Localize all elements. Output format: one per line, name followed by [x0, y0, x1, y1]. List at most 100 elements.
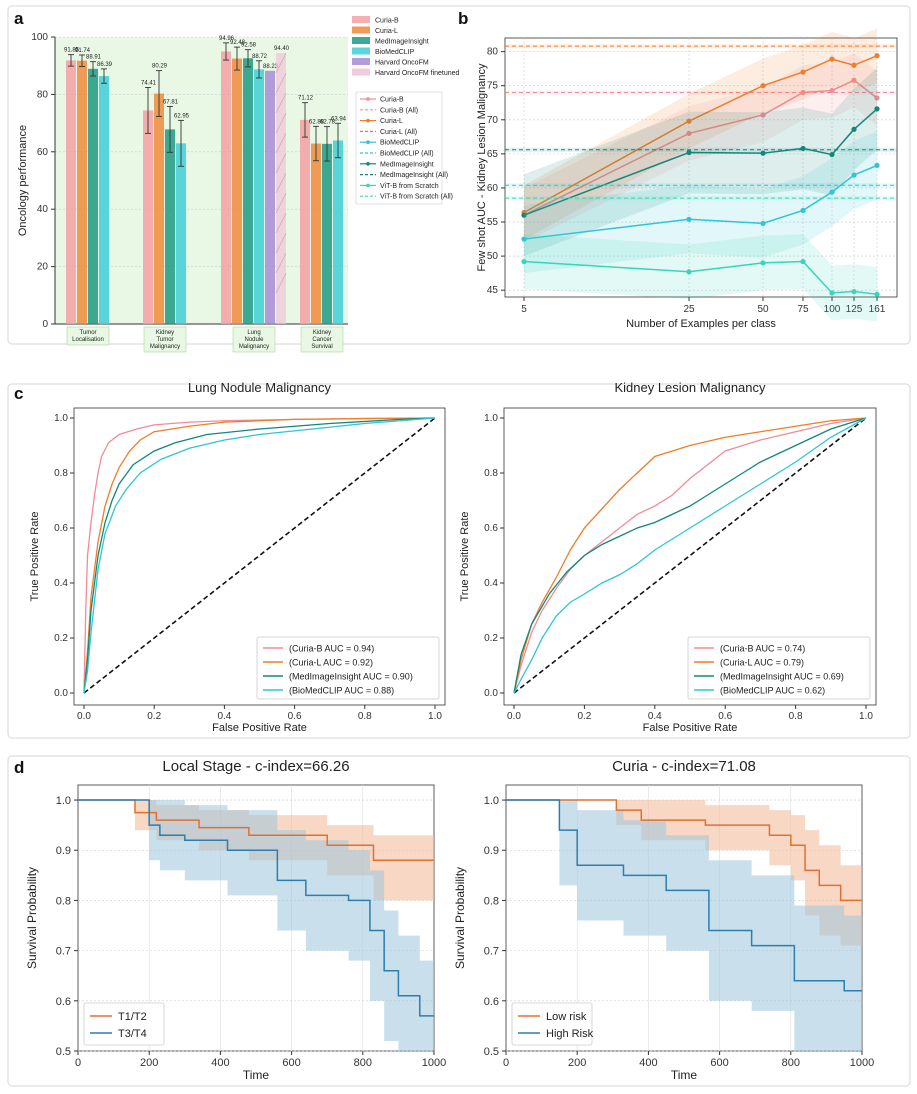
- data-point: [851, 62, 857, 68]
- data-point: [521, 258, 527, 265]
- legend-label: T3/T4: [118, 1028, 147, 1040]
- survival-curve-t1-t2: [78, 799, 434, 862]
- x-axis-label: Time: [243, 1068, 270, 1082]
- bar-value-label: 62.95: [174, 113, 190, 119]
- bar-value-label: 88.91: [86, 55, 102, 61]
- chart-fewshot-line: 45 50 55 60 65 70 75 80 5 25 50 75 100 125 161 Number o…: [476, 28, 898, 330]
- roc-curve-curia-l: [513, 417, 867, 694]
- legend-label: Low risk: [546, 1011, 587, 1023]
- panel-letter-c: c: [14, 384, 23, 403]
- y-tick-label: 0.7: [56, 946, 71, 958]
- data-point: [686, 149, 692, 156]
- x-tick-label: 0.6: [288, 711, 302, 722]
- data-point: [851, 77, 857, 83]
- x-tick-label: 0.4: [217, 711, 231, 722]
- bar-biomedclip: [99, 76, 109, 324]
- bar-medimageinsight: [88, 68, 98, 324]
- y-tick-label: 0.8: [56, 895, 71, 907]
- x-tick-label: 0: [75, 1057, 81, 1069]
- legend-swatch: [352, 47, 370, 55]
- legend-label: (Curia-L AUC = 0.79): [720, 658, 804, 668]
- category-box: [66, 326, 110, 346]
- legend-line-label: Curia-L (All): [380, 129, 417, 136]
- category-label: Kidney: [313, 330, 331, 336]
- x-tick-label: 0.2: [577, 711, 591, 722]
- data-point: [800, 258, 806, 265]
- roc-curve-curia-b: [513, 417, 867, 694]
- legend-marker: [366, 162, 370, 166]
- y-tick-label: 40: [37, 204, 49, 215]
- legend-label: (Curia-B AUC = 0.94): [289, 644, 374, 654]
- bar-hatch: [275, 232, 287, 254]
- y-tick-label: 0.9: [56, 845, 71, 857]
- legend-box: [256, 636, 440, 700]
- data-point: [874, 95, 880, 101]
- bar-value-label: 91.85: [64, 48, 80, 54]
- legend-swatch: [352, 37, 370, 44]
- confidence-band: [524, 67, 877, 257]
- legend-label: Harvard OncoFM finetuned: [375, 70, 460, 77]
- bar-hatch: [275, 252, 287, 274]
- roc-curve-curia-l: [83, 417, 436, 694]
- y-tick-label: 0.7: [484, 946, 499, 958]
- category-label: Lung: [247, 330, 260, 336]
- x-tick-label: 1.0: [428, 711, 442, 722]
- x-tick-label: 0.2: [147, 711, 161, 722]
- data-point: [800, 89, 806, 96]
- chart-title: Lung Nodule Malignancy: [188, 380, 332, 395]
- frame-c: [7, 383, 911, 739]
- legend-swatch: [352, 68, 370, 76]
- y-tick-label: 50: [487, 251, 499, 262]
- y-tick-label: 65: [487, 149, 499, 160]
- bar-curia-l: [154, 93, 164, 324]
- bar-hatch: [275, 152, 287, 174]
- x-tick-label: 100: [824, 304, 841, 315]
- data-point: [760, 112, 766, 118]
- x-tick-label: 800: [354, 1057, 372, 1069]
- bar-biomedclip: [254, 69, 264, 324]
- data-point: [800, 145, 806, 152]
- x-tick-label: 400: [211, 1057, 229, 1069]
- x-tick-label: 1000: [422, 1057, 446, 1069]
- x-tick-label: 0.0: [77, 711, 91, 722]
- category-box: [300, 326, 344, 353]
- x-tick-label: 125: [846, 304, 863, 315]
- data-point: [829, 290, 835, 296]
- data-point: [760, 260, 766, 266]
- bar-curia-l: [311, 143, 321, 324]
- category-label: Kidney: [156, 330, 174, 336]
- bar-medimageinsight: [165, 129, 175, 324]
- category-label: Localisation: [72, 337, 104, 343]
- y-tick-label: 55: [487, 217, 499, 228]
- x-tick-label: 1.0: [859, 711, 873, 722]
- bar-value-label: 62.88: [309, 119, 325, 125]
- bar-curia-l: [77, 60, 87, 324]
- y-tick-label: 0: [42, 319, 48, 330]
- legend-marker: [366, 97, 370, 101]
- confidence-band: [506, 800, 862, 946]
- y-tick-label: 45: [487, 285, 499, 296]
- data-point: [521, 236, 527, 242]
- x-tick-label: 600: [710, 1057, 728, 1069]
- legend-line-label: Curia-B (All): [380, 107, 418, 114]
- x-tick-label: 50: [757, 304, 769, 315]
- survival-curve-low-risk: [506, 799, 862, 902]
- legend-marker: [366, 140, 370, 144]
- x-tick-label: 0.0: [507, 711, 521, 722]
- bar-hatch: [275, 212, 287, 234]
- x-tick-label: 1000: [850, 1057, 874, 1069]
- x-axis-label: Time: [671, 1068, 698, 1082]
- data-point: [760, 150, 766, 156]
- bar-biomedclip: [333, 140, 343, 324]
- legend-line-label: Curia-L: [380, 118, 403, 125]
- bar-value-label: 71.12: [298, 96, 314, 102]
- y-tick-label: 0.5: [56, 1046, 71, 1058]
- data-point: [800, 207, 806, 214]
- roc-curve-medimageinsight: [513, 417, 867, 694]
- legend-box: [687, 636, 871, 700]
- legend-label: (Curia-B AUC = 0.74): [720, 644, 805, 654]
- category-label: Malignancy: [239, 344, 269, 350]
- bar-value-label: 80.29: [152, 64, 168, 70]
- x-tick-label: 161: [869, 304, 886, 315]
